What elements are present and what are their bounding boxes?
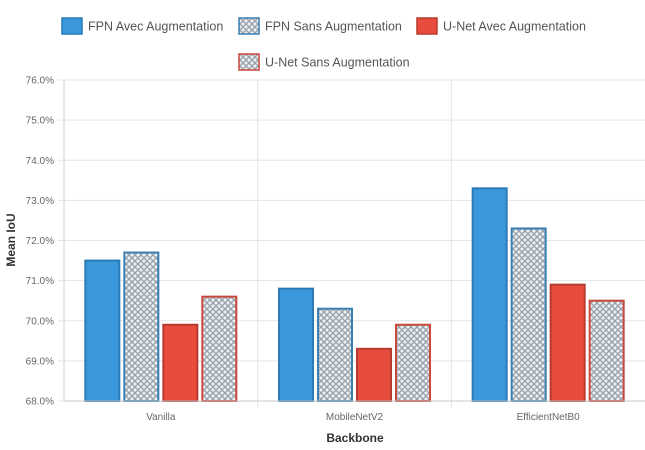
legend-label: FPN Sans Augmentation [265, 20, 402, 34]
legend-item[interactable]: FPN Avec Augmentation [61, 17, 223, 35]
x-tick-label: EfficientNetB0 [517, 412, 581, 423]
x-tick-label: MobileNetV2 [326, 412, 384, 423]
legend-item[interactable]: U-Net Avec Augmentation [416, 17, 586, 35]
legend-label: FPN Avec Augmentation [88, 20, 223, 34]
x-axis-title: Backbone [326, 431, 384, 445]
y-tick-label: 68.0% [26, 397, 54, 408]
legend-swatch [416, 17, 438, 35]
legend-label: U-Net Avec Augmentation [443, 20, 586, 34]
axes: 68.0% 69.0% 70.0% 71.0% 72.0% 73.0% 74.0% 75.0%… [26, 76, 645, 423]
bar-u-net-sans-augmentation-efficientnetb0[interactable] [588, 299, 625, 402]
bar-u-net-sans-augmentation-vanilla[interactable] [201, 295, 238, 402]
bars [84, 187, 625, 403]
bar-fpn-sans-augmentation-vanilla[interactable] [123, 251, 160, 402]
bar-u-net-sans-augmentation-mobilenetv2[interactable] [395, 323, 431, 403]
y-tick-label: 73.0% [26, 196, 54, 207]
legend-item[interactable]: U-Net Sans Augmentation [238, 53, 410, 71]
bar-fpn-sans-augmentation-efficientnetb0[interactable] [510, 227, 547, 402]
legend-item[interactable]: FPN Sans Augmentation [238, 17, 402, 35]
bar-u-net-avec-augmentation-vanilla[interactable] [162, 323, 199, 403]
legend-swatch [61, 17, 83, 35]
y-tick-label: 72.0% [26, 236, 54, 247]
y-axis-title: Mean IoU [4, 213, 18, 266]
x-tick-label: Vanilla [146, 412, 176, 423]
legend-swatch [238, 17, 260, 35]
legend-swatch [238, 53, 260, 71]
y-tick-label: 74.0% [26, 156, 54, 167]
y-tick-label: 71.0% [26, 276, 54, 287]
bar-u-net-avec-augmentation-efficientnetb0[interactable] [549, 283, 586, 403]
bar-fpn-avec-augmentation-efficientnetb0[interactable] [471, 187, 508, 402]
bar-fpn-sans-augmentation-mobilenetv2[interactable] [317, 307, 353, 402]
bar-fpn-avec-augmentation-vanilla[interactable] [84, 259, 121, 402]
bar-u-net-avec-augmentation-mobilenetv2[interactable] [356, 347, 392, 402]
y-tick-label: 69.0% [26, 356, 54, 367]
legend: FPN Avec Augmentation FPN Sans Augmentati… [61, 17, 586, 71]
y-tick-label: 75.0% [26, 116, 54, 127]
legend-label: U-Net Sans Augmentation [265, 56, 410, 70]
y-tick-label: 70.0% [26, 316, 54, 327]
bar-fpn-avec-augmentation-mobilenetv2[interactable] [278, 287, 314, 402]
y-tick-label: 76.0% [26, 76, 54, 87]
